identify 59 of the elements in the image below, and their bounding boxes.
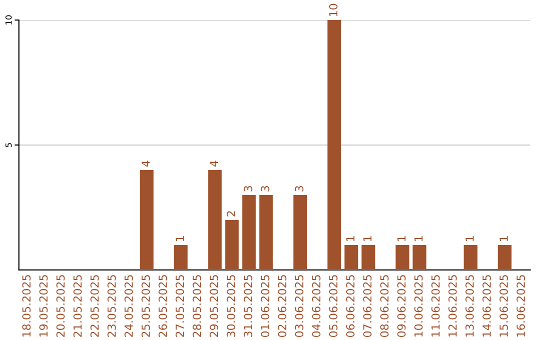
data-label: 3 (260, 186, 270, 192)
x-tick-label: 29.05.2025 (210, 275, 218, 337)
y-tick-label: 5 (6, 143, 12, 148)
bar (396, 244, 410, 270)
x-tick-label: 03.06.2025 (294, 275, 304, 338)
data-label: 3 (244, 186, 252, 192)
x-tick-label: 24.05.2025 (124, 275, 133, 337)
bar (327, 20, 342, 270)
bar (498, 244, 512, 270)
x-tick-label: 07.06.2025 (363, 275, 372, 338)
data-label: 2 (226, 211, 236, 216)
x-tick-label: 10.06.2025 (414, 275, 423, 337)
bar (242, 194, 256, 270)
data-label: 10 (329, 4, 338, 16)
x-tick-label: 13.06.2025 (465, 275, 474, 337)
x-tick-label: 15.06.2025 (500, 275, 508, 337)
data-label: 1 (500, 236, 508, 241)
bar (174, 244, 188, 270)
x-tick-label: 25.05.2025 (142, 275, 150, 337)
x-tick-label: 21.05.2025 (73, 275, 82, 337)
bar (140, 170, 154, 270)
data-label: 1 (466, 236, 474, 241)
data-label: 1 (414, 236, 423, 241)
x-tick-label: 12.06.2025 (448, 275, 457, 337)
x-tick-label: 16.06.2025 (516, 275, 525, 337)
x-tick-label: 11.06.2025 (431, 275, 440, 337)
data-label: 4 (210, 160, 218, 167)
data-label: 1 (176, 236, 184, 241)
data-label: 1 (346, 236, 354, 241)
bar (362, 244, 376, 270)
bar (412, 244, 426, 270)
x-tick-label: 23.05.2025 (107, 275, 116, 337)
bar (344, 244, 358, 270)
x-tick-label: 06.06.2025 (346, 275, 355, 338)
x-tick-label: 28.05.2025 (192, 275, 202, 337)
bar (225, 220, 239, 270)
x-tick-label: 30.05.2025 (226, 275, 236, 337)
x-tick-label: 27.05.2025 (176, 275, 184, 337)
x-tick-label: 05.06.2025 (329, 275, 338, 338)
x-tick-label: 14.06.2025 (482, 275, 491, 337)
x-tick-label: 26.05.2025 (158, 275, 168, 337)
x-tick-label: 22.05.2025 (90, 275, 99, 337)
x-tick-label: 31.05.2025 (244, 275, 252, 337)
data-label: 4 (142, 160, 150, 167)
x-tick-label: 08.06.2025 (380, 275, 389, 338)
data-label: 1 (363, 236, 372, 241)
x-tick-label: 04.06.2025 (312, 275, 320, 338)
x-tick-label: 02.06.2025 (278, 275, 286, 338)
bar (208, 170, 222, 270)
x-tick-label: 19.05.2025 (39, 275, 48, 337)
data-label: 1 (397, 236, 406, 241)
x-tick-label: 09.06.2025 (397, 275, 406, 338)
x-tick-label: 20.05.2025 (56, 275, 65, 337)
bar (464, 244, 478, 270)
x-tick-label: 18.05.2025 (22, 275, 31, 337)
bar (293, 194, 307, 270)
x-tick-label: 01.06.2025 (260, 275, 270, 338)
data-label: 3 (294, 186, 304, 192)
bar (259, 194, 273, 270)
